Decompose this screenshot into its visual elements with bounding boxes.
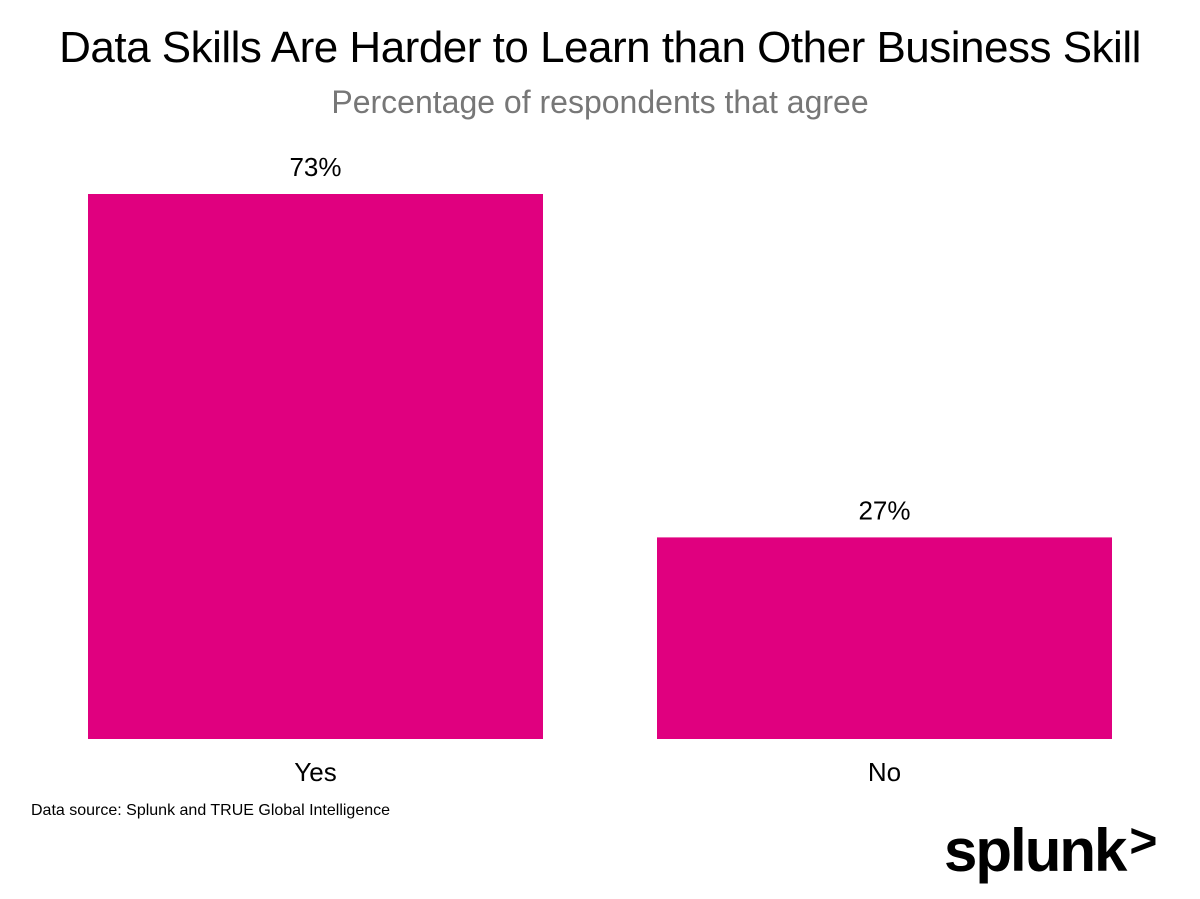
splunk-logo-wordmark: splunk bbox=[944, 817, 1127, 884]
category-label-yes: Yes bbox=[294, 757, 336, 787]
data-source-note: Data source: Splunk and TRUE Global Inte… bbox=[31, 802, 391, 819]
bar-no bbox=[657, 537, 1112, 739]
category-label-no: No bbox=[868, 757, 901, 787]
labels-layer: 73% Yes 27% No bbox=[289, 152, 910, 787]
data-label-no: 27% bbox=[858, 495, 910, 525]
chart-subtitle: Percentage of respondents that agree bbox=[331, 84, 869, 120]
bar-yes bbox=[88, 194, 543, 739]
chart-title: Data Skills Are Harder to Learn than Oth… bbox=[59, 23, 1141, 72]
bars-layer bbox=[88, 194, 1112, 739]
splunk-logo: splunk> bbox=[944, 806, 1157, 887]
splunk-logo-chevron-icon: > bbox=[1129, 815, 1157, 868]
data-label-yes: 73% bbox=[289, 152, 341, 182]
